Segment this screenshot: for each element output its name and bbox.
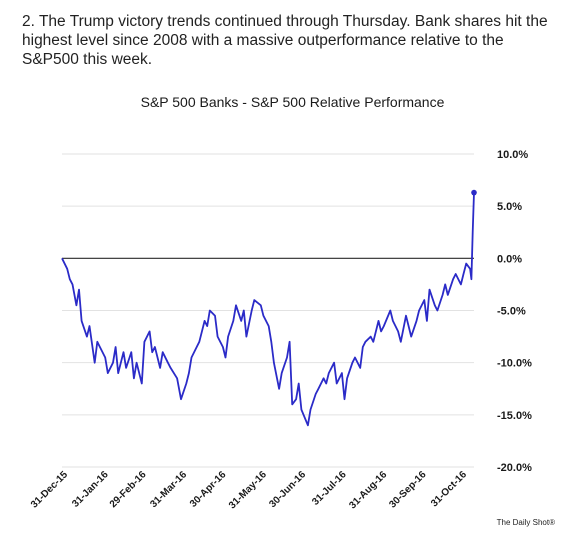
series-layer [61,189,477,427]
x-tick-label: 31-Aug-16 [347,469,389,511]
series-line [61,192,475,427]
x-tick-label: 31-Oct-16 [429,469,469,509]
chart-title: S&P 500 Banks - S&P 500 Relative Perform… [140,94,445,110]
grid-layer [62,153,474,468]
intro-text: 2. The Trump victory trends continued th… [22,13,548,68]
y-tick-label: -10.0% [497,358,532,370]
y-tick-label: -5.0% [497,306,526,318]
y-tick-label: -15.0% [497,410,532,422]
y-tick-label: 10.0% [497,149,528,161]
last-data-point [471,189,477,196]
x-tick-label: 31-May-16 [227,469,269,511]
source-credit: The Daily Shot® [496,518,555,527]
x-tick-label: 31-Jan-16 [70,469,111,510]
x-tick-label: 30-Apr-16 [188,469,229,510]
x-tick-label: 30-Jun-16 [267,469,308,510]
y-tick-label: 5.0% [497,201,522,213]
x-tick-label: 31-Mar-16 [148,469,189,510]
x-tick-label: 30-Sep-16 [387,469,428,510]
y-tick-label: 0.0% [497,253,522,265]
y-tick-label: -20.0% [497,462,532,474]
y-axis-labels: 10.0% 5.0% 0.0% -5.0% -10.0% -15.0% -20.0% [497,149,532,474]
x-tick-label: 31-Dec-15 [29,469,70,510]
x-tick-label: 31-Jul-16 [310,469,349,508]
x-tick-label: 29-Feb-16 [108,469,149,510]
